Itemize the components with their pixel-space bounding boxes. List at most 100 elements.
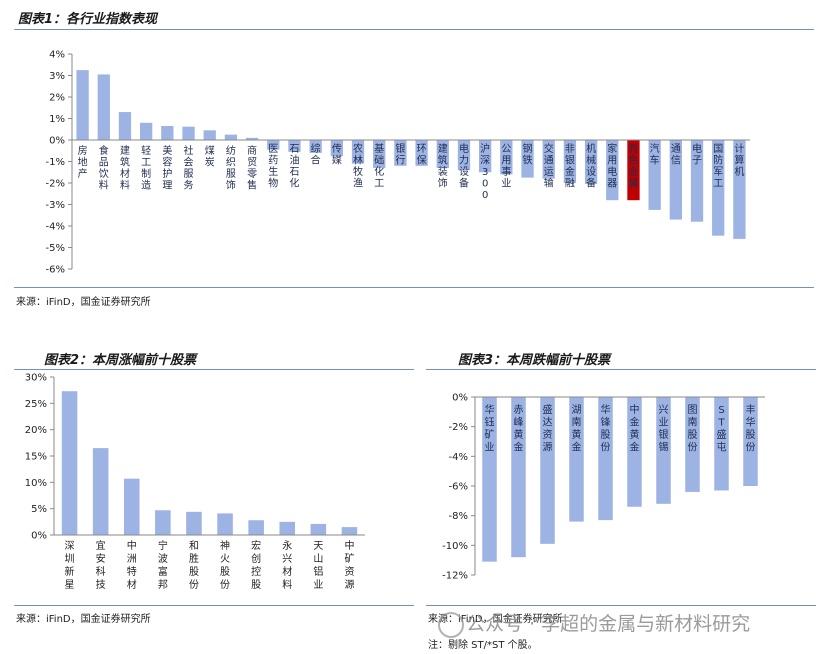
bar (415, 140, 428, 166)
y-tick-label: 25% (25, 399, 47, 410)
category-label: 家用电器 (607, 142, 617, 190)
bar (627, 140, 640, 201)
y-tick-label: -1% (46, 157, 65, 168)
y-tick-label: 15% (25, 452, 47, 463)
y-tick-label: 3% (49, 71, 65, 82)
category-label: 宏创控股 (251, 539, 261, 591)
category-label: 华钰矿业 (485, 403, 495, 454)
chart3-title-rule (426, 369, 816, 370)
bar (140, 122, 153, 140)
category-label: 盛达资源 (543, 403, 553, 454)
y-tick-label: 0% (49, 136, 65, 147)
top-losers-chart: 0% -2% -4% -6% -8% -10% -12% 华钰矿业 赤峰黄金 盛达资源 湖南黄金 华锋… (442, 393, 765, 582)
category-label: 美容护理 (162, 144, 172, 192)
category-label: 农林牧渔 (353, 142, 363, 190)
y-tick-label: -8% (449, 511, 468, 522)
category-label: 石油石化 (289, 144, 299, 190)
category-label: 深圳新星 (65, 540, 75, 591)
category-label: 天山铝业 (313, 541, 323, 591)
bar (743, 397, 758, 486)
bar (540, 397, 555, 544)
y-tick-label: 1% (49, 114, 65, 125)
bar (584, 140, 598, 185)
category-label: 建筑装饰 (438, 142, 448, 190)
bar (598, 397, 613, 521)
category-label: 湖南黄金 (572, 404, 582, 454)
wechat-icon (438, 612, 464, 638)
chart2-source-rule (14, 605, 414, 606)
bar (155, 510, 171, 535)
category-label: 商贸零售 (247, 144, 257, 192)
category-label: 通信 (671, 143, 681, 167)
bar (217, 513, 233, 535)
category-label: 宁波富邦 (158, 539, 168, 591)
bar (97, 74, 110, 140)
y-tick-label: 4% (49, 50, 65, 61)
category-label: 环保 (417, 144, 427, 167)
category-label: 汽车 (650, 142, 660, 167)
category-label: 永兴材料 (282, 539, 292, 591)
bar (521, 140, 534, 178)
bar (690, 140, 704, 222)
category-label: 基础化工 (374, 142, 384, 190)
bar (373, 140, 386, 168)
bar (310, 523, 327, 535)
bar (92, 448, 109, 535)
category-label: 公用事业 (501, 144, 511, 190)
category-label: 交通运输 (544, 142, 554, 190)
bar (351, 140, 365, 164)
bar (648, 140, 661, 210)
y-tick-label: 10% (25, 478, 47, 489)
bar (733, 140, 746, 239)
bar (224, 134, 238, 140)
category-label: 非银金融 (565, 143, 575, 190)
category-label: 银行 (395, 142, 405, 167)
bar (656, 397, 671, 504)
category-label: 赤峰黄金 (514, 404, 524, 454)
bar (203, 130, 216, 140)
category-label: 神火股份 (220, 539, 230, 591)
category-label: 社会服务 (184, 144, 194, 192)
y-tick-label: 30% (25, 373, 47, 384)
category-label: 和胜股份 (189, 540, 199, 591)
category-label: 计算机 (734, 142, 744, 178)
bar (482, 397, 497, 562)
chart3-source: 来源：iFinD，国金证券研究所 (428, 614, 563, 625)
bar (563, 140, 577, 183)
category-label: 食品饮料 (99, 144, 109, 192)
chart2-title-rule (14, 369, 414, 370)
y-tick-label: -3% (46, 200, 65, 211)
bar (457, 140, 471, 171)
bar (61, 391, 78, 535)
category-label: 建筑材料 (120, 144, 130, 192)
category-label: 沪深 3 0 0 (480, 142, 490, 201)
category-label: 纺织服饰 (226, 144, 236, 192)
y-tick-label: -4% (46, 222, 65, 233)
chart2-source: 来源：iFinD，国金证券研究所 (16, 614, 151, 625)
category-label: 图南股份 (688, 404, 698, 454)
category-label: 电力设备 (459, 142, 469, 190)
chart1-source: 来源：iFinD，国金证券研究所 (16, 297, 151, 308)
industry-index-chart: 4% 3% 2% 1% 0% -1% -2% -3% -4% -5% -6% 房地产 食品饮料 建筑材料 轻… (46, 50, 750, 276)
category-label: 兴业银锡 (659, 404, 669, 454)
bar (267, 140, 280, 150)
bar (500, 140, 513, 175)
category-label: 钢铁 (523, 142, 533, 167)
bar (669, 140, 682, 220)
chart2-title: 图表2：本周涨幅前十股票 (44, 353, 197, 368)
top-gainers-chart: 30% 25% 20% 15% 10% 5% 0% 深圳新星 宜安科技 中洲特材 宁波富邦 和胜股份 神… (25, 373, 365, 591)
bar (569, 397, 584, 522)
y-tick-label: -6% (449, 482, 468, 493)
y-tick-label: 2% (49, 93, 65, 104)
bar (123, 478, 140, 535)
chart3-source-rule (426, 605, 816, 606)
bar (714, 397, 729, 491)
y-tick-label: -10% (442, 541, 468, 552)
y-tick-label: 0% (452, 393, 468, 404)
bar (712, 140, 725, 236)
bar (341, 527, 358, 535)
category-label: 房地产 (78, 144, 88, 180)
bar (245, 137, 259, 140)
bar (330, 140, 343, 157)
category-label: 轻工制造 (141, 144, 151, 192)
